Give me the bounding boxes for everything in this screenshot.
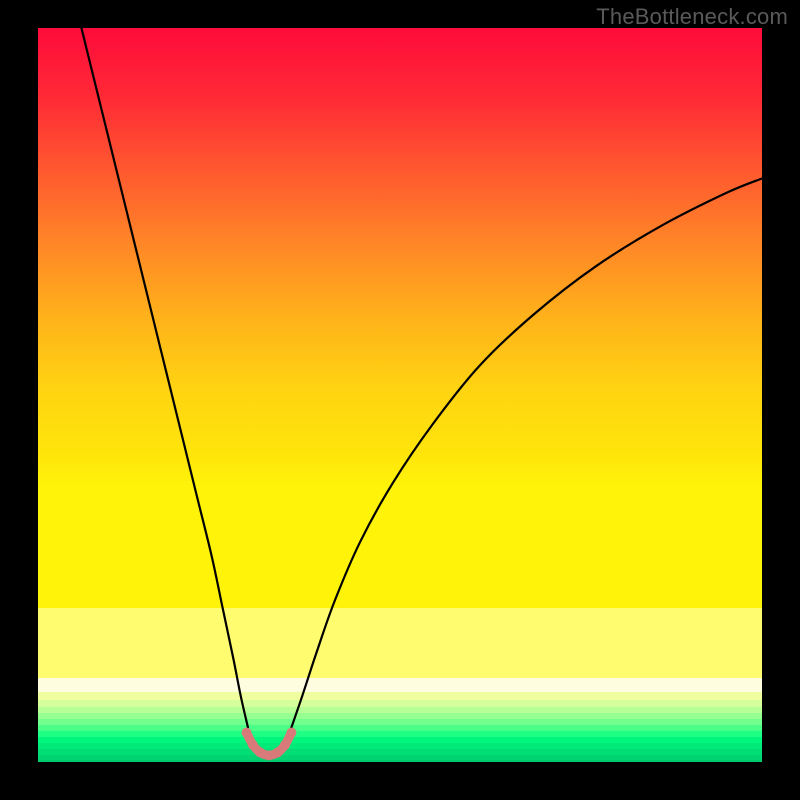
- watermark-text: TheBottleneck.com: [596, 4, 788, 30]
- color-band: [38, 760, 762, 762]
- plot-area: [38, 28, 762, 762]
- color-band: [38, 692, 762, 700]
- gradient-background: [38, 28, 762, 608]
- color-band: [38, 678, 762, 692]
- color-band: [38, 608, 762, 678]
- color-band: [38, 700, 762, 707]
